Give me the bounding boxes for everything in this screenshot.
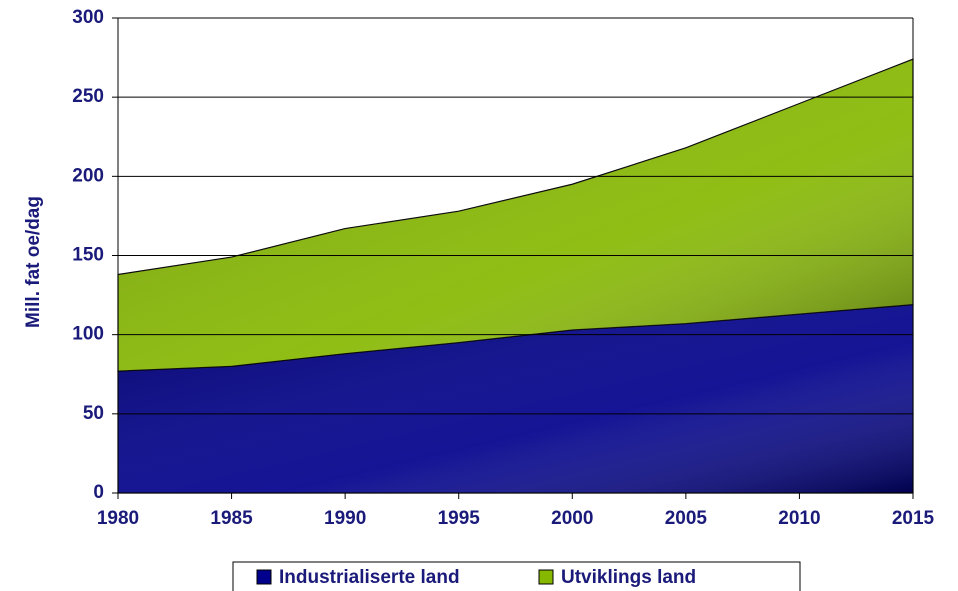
x-tick-label: 1990 <box>324 508 366 529</box>
x-tick-label: 1985 <box>210 508 253 529</box>
y-tick-label: 150 <box>72 245 104 266</box>
legend-swatch <box>538 569 554 585</box>
y-tick-label: 200 <box>72 165 104 186</box>
legend-swatch <box>256 569 272 585</box>
y-tick-label: 50 <box>83 403 104 424</box>
x-tick-label: 2005 <box>665 508 708 529</box>
legend-box <box>232 561 801 591</box>
x-tick-label: 1980 <box>97 508 139 529</box>
y-axis-label: Mill. fat oe/dag <box>23 196 44 328</box>
x-tick-label: 2000 <box>551 508 593 529</box>
y-tick-label: 250 <box>72 86 104 107</box>
legend-label: Utviklings land <box>561 567 696 588</box>
y-tick-label: 0 <box>93 482 104 503</box>
legend-label: Industrialiserte land <box>279 567 460 588</box>
x-tick-label: 1995 <box>438 508 481 529</box>
area-shade <box>118 59 913 372</box>
y-tick-label: 300 <box>72 7 104 28</box>
area-shade <box>118 304 913 493</box>
x-tick-label: 2015 <box>892 508 935 529</box>
y-tick-label: 100 <box>72 324 104 345</box>
x-tick-label: 2010 <box>778 508 820 529</box>
